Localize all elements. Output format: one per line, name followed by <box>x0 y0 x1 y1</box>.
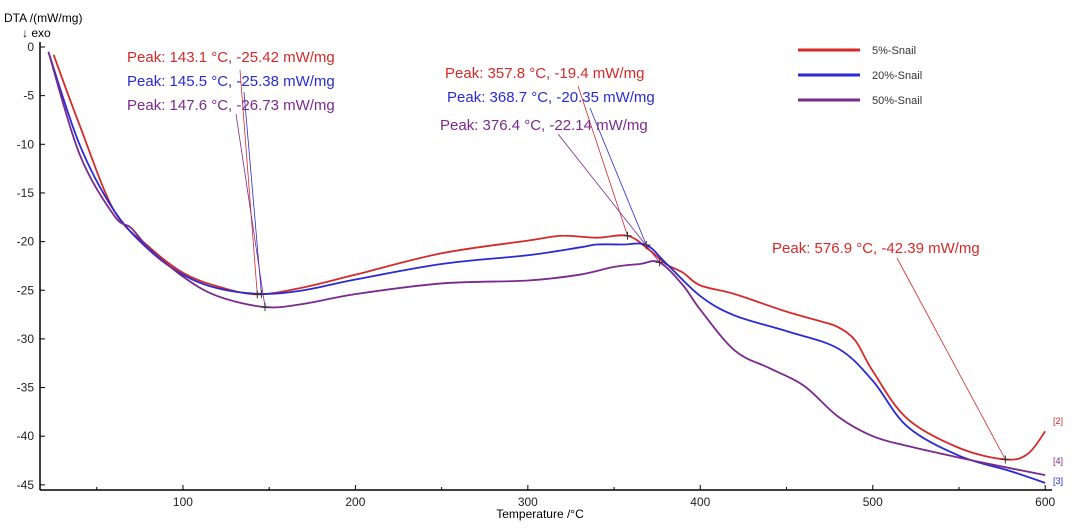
annotation-leader <box>896 257 1006 460</box>
peak-annotation: Peak: 368.7 °C, -20.35 mW/mg <box>447 89 655 106</box>
peak-annotation: Peak: 576.9 °C, -42.39 mW/mg <box>772 240 980 257</box>
y-tick-label: -35 <box>17 381 35 395</box>
annotation-leader <box>243 91 262 294</box>
series-line-20%-Snail <box>47 51 1046 484</box>
y-axis-label: DTA /(mW/mg) <box>4 11 82 25</box>
series-end-marker: [2] <box>1053 416 1063 426</box>
y-tick-label: -45 <box>17 478 35 492</box>
annotations: Peak: 143.1 °C, -25.42 mW/mg Peak: 145.5 … <box>127 49 1010 464</box>
series-end-marker: [4] <box>1053 456 1063 466</box>
legend-label: 20%-Snail <box>872 70 922 82</box>
legend-label: 5%-Snail <box>872 45 916 57</box>
annotation-leader <box>239 69 258 295</box>
series-line-5%-Snail <box>52 54 1046 461</box>
peak-annotation: Peak: 376.4 °C, -22.14 mW/mg <box>440 117 648 134</box>
x-tick-label: 400 <box>690 495 710 509</box>
annotation-leader <box>557 133 660 263</box>
axes: 0 -5 -10 -15 -20 -25 -30 -35 -40 -45 100 200 300 400 5… <box>17 40 1056 509</box>
y-tick-label: -10 <box>17 137 35 151</box>
y-tick-label: -25 <box>17 283 35 297</box>
legend-label: 50%-Snail <box>872 95 922 107</box>
series-end-marker: [3] <box>1053 476 1063 486</box>
exo-note: ↓ exo <box>22 26 51 40</box>
x-tick-label: 500 <box>863 495 883 509</box>
y-tick-label: -30 <box>17 332 35 346</box>
peak-annotation: Peak: 147.6 °C, -26.73 mW/mg <box>127 97 335 114</box>
y-tick-label: -20 <box>17 235 35 249</box>
y-tick-label: -5 <box>23 89 34 103</box>
peak-marker <box>623 231 632 240</box>
peak-marker <box>655 258 664 267</box>
peak-annotation: Peak: 357.8 °C, -19.4 mW/mg <box>445 65 644 82</box>
y-tick-label: -15 <box>17 186 35 200</box>
x-tick-label: 200 <box>345 495 365 509</box>
y-tick-label: -40 <box>17 429 35 443</box>
annotation-leader <box>577 85 628 236</box>
x-tick-label: 300 <box>518 495 538 509</box>
legend: 5%-Snail 20%-Snail 50%-Snail <box>798 45 922 107</box>
peak-marker <box>257 289 266 298</box>
annotation-leader <box>589 107 647 246</box>
peak-annotation: Peak: 145.5 °C, -25.38 mW/mg <box>127 73 335 90</box>
peak-marker <box>1001 455 1010 464</box>
x-tick-label: 100 <box>173 495 193 509</box>
x-axis-label: Temperature /°C <box>496 507 584 521</box>
y-tick-label: 0 <box>27 40 34 54</box>
annotation-leader <box>235 113 266 308</box>
peak-marker <box>261 303 270 312</box>
x-tick-label: 600 <box>1035 495 1055 509</box>
series-line-50%-Snail <box>47 51 1046 477</box>
peak-annotation: Peak: 143.1 °C, -25.42 mW/mg <box>127 49 335 66</box>
